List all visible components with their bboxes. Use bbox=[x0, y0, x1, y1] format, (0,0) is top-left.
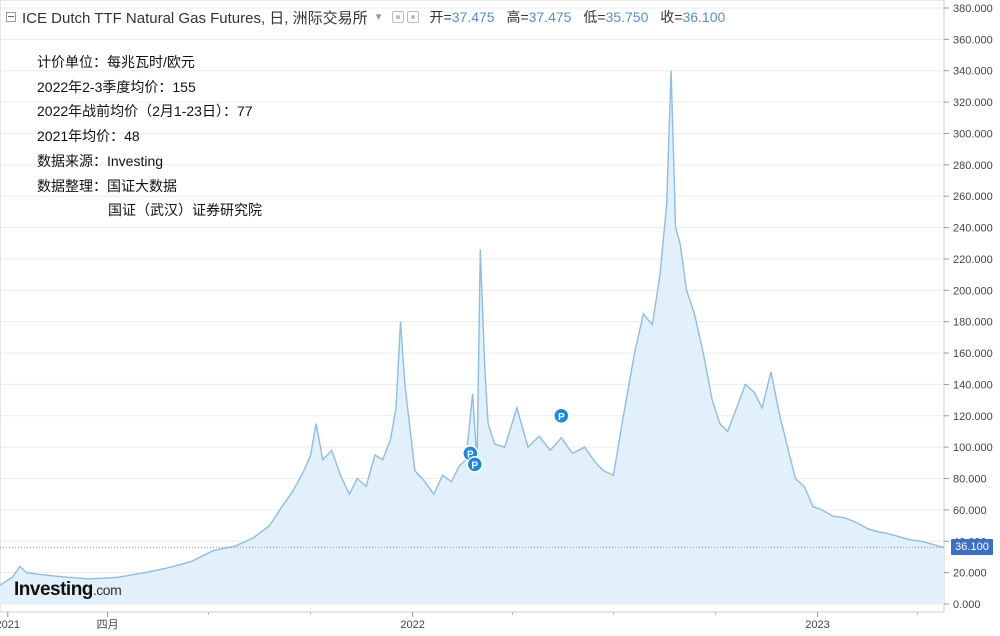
chart-header: ICE Dutch TTF Natural Gas Futures, 日, 洲际… bbox=[6, 6, 733, 28]
last-price-badge: 36.100 bbox=[951, 539, 993, 555]
low-label: 低= bbox=[583, 9, 606, 25]
high-value: 37.475 bbox=[528, 9, 572, 25]
high-label: 高= bbox=[506, 9, 529, 25]
close-value: 36.100 bbox=[682, 9, 726, 25]
note-source: 数据来源：Investing bbox=[37, 152, 164, 169]
low-value: 35.750 bbox=[605, 9, 649, 25]
y-tick-label: 120.000 bbox=[953, 411, 993, 423]
collapse-icon[interactable] bbox=[6, 12, 16, 22]
y-tick-label: 0.000 bbox=[953, 599, 981, 611]
x-axis-strip bbox=[0, 612, 1000, 636]
chevron-down-icon[interactable]: ▼ bbox=[373, 11, 384, 23]
investing-logo: Investing.com bbox=[14, 579, 122, 600]
y-tick-label: 160.000 bbox=[953, 348, 993, 360]
note-prewar-avg: 2022年战前均价（2月1-23日）：77 bbox=[37, 103, 253, 120]
open-value: 37.475 bbox=[451, 9, 495, 25]
marker-label: P bbox=[471, 460, 478, 471]
eye-icon[interactable] bbox=[391, 11, 404, 23]
x-tick-label: 2022 bbox=[400, 619, 424, 631]
event-marker: P bbox=[553, 407, 570, 425]
y-tick-label: 220.000 bbox=[953, 254, 993, 266]
y-tick-label: 180.000 bbox=[953, 317, 993, 329]
marker-circle bbox=[553, 407, 570, 425]
y-tick-label: 240.000 bbox=[953, 223, 993, 235]
marker-label: P bbox=[558, 412, 565, 423]
y-tick-label: 60.000 bbox=[953, 505, 987, 517]
marker-label: P bbox=[467, 449, 474, 460]
event-marker: P bbox=[466, 456, 484, 473]
y-tick-label: 20.000 bbox=[953, 568, 987, 580]
open-label: 开= bbox=[429, 9, 452, 25]
ohlc-readout: 开=37.475 高=37.475 低=35.750 收=36.100 bbox=[430, 7, 734, 27]
y-axis: 0.00020.00040.00060.00080.000100.000120.… bbox=[944, 3, 993, 611]
marker-circle bbox=[466, 456, 484, 473]
chart-markers: PPP bbox=[462, 407, 570, 473]
settings-icon[interactable] bbox=[406, 11, 419, 23]
y-tick-label: 320.000 bbox=[953, 97, 993, 109]
annotation-notes: 计价单位：每兆瓦时/欧元 2022年2-3季度均价：155 2022年战前均价（… bbox=[37, 50, 262, 223]
chart-grid bbox=[0, 7, 944, 605]
y-tick-label: 140.000 bbox=[953, 379, 993, 391]
y-tick-label: 100.000 bbox=[953, 442, 993, 454]
y-tick-label: 340.000 bbox=[953, 66, 993, 78]
x-axis: 2021 四月 2022 2023 bbox=[0, 611, 1000, 636]
y-tick-label: 380.000 bbox=[953, 3, 993, 15]
x-tick-label: 2021 bbox=[0, 619, 20, 631]
y-tick-label: 260.000 bbox=[953, 191, 993, 203]
y-tick-label: 360.000 bbox=[953, 34, 993, 46]
y-tick-label: 280.000 bbox=[953, 160, 993, 172]
instrument-title: ICE Dutch TTF Natural Gas Futures, 日, 洲际… bbox=[22, 9, 368, 27]
note-institute: 国证（武汉）证券研究院 bbox=[108, 202, 262, 219]
x-tick-label: 2023 bbox=[805, 619, 829, 631]
area-fill bbox=[0, 70, 944, 604]
y-tick-label: 300.000 bbox=[953, 128, 993, 140]
note-avg-2021: 2021年均价：48 bbox=[37, 128, 140, 145]
note-avg-2022-q2q3: 2022年2-3季度均价：155 bbox=[37, 78, 196, 95]
y-tick-label: 80.000 bbox=[953, 474, 987, 486]
close-label: 收= bbox=[660, 9, 683, 25]
note-compiled-by: 数据整理：国证大数据 bbox=[37, 177, 177, 194]
note-unit: 计价单位：每兆瓦时/欧元 bbox=[37, 54, 195, 70]
x-tick-label: 四月 bbox=[97, 619, 119, 631]
series-line bbox=[0, 70, 945, 586]
y-tick-label: 200.000 bbox=[953, 285, 993, 297]
